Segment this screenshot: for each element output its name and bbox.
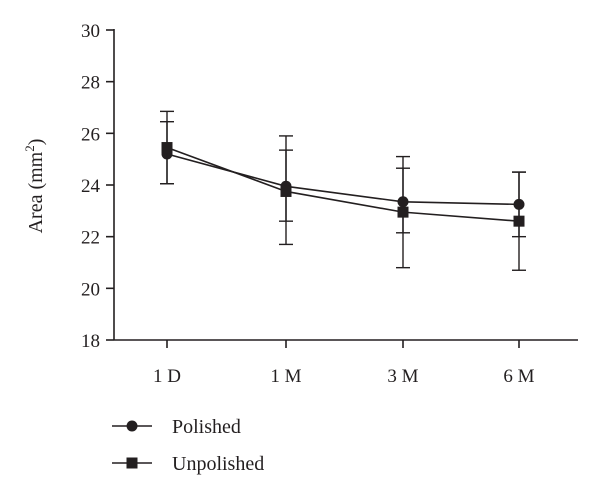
data-point-square [513,215,525,227]
legend-label: Polished [172,416,241,438]
y-tick-label: 30 [81,21,100,42]
data-point-square [161,142,173,154]
x-tick-label: 1 M [270,366,301,387]
legend-item-unpolished: Unpolished [112,453,264,475]
y-axis-title-superscript: 2 [22,145,37,152]
x-tick-label: 6 M [503,366,534,387]
series-line [166,153,520,206]
y-tick-label: 24 [81,176,101,197]
y-axis-title: Area (mm2) [22,139,47,234]
y-tick-label: 26 [81,124,100,145]
legend-item-polished: Polished [112,416,241,438]
series-polished [160,121,526,238]
data-point-square [280,185,292,197]
series-line [166,146,520,222]
y-axis-ticks: 18 20 22 24 26 28 30 [81,21,114,352]
x-tick-label: 1 D [153,366,181,387]
y-tick-label: 22 [81,228,100,249]
y-tick-label: 18 [81,331,100,352]
legend-marker-square [126,457,138,469]
y-axis-title-text: Area (mm [25,151,47,233]
y-tick-label: 20 [81,279,100,300]
legend-marker-circle [126,420,138,432]
series-unpolished [160,110,526,271]
legend-label: Unpolished [172,453,264,475]
axes [113,29,578,341]
x-tick-label: 3 M [387,366,418,387]
data-point-square [397,206,409,218]
y-axis-title-close: ) [25,139,47,146]
legend: Polished Unpolished [112,416,264,475]
x-axis-ticks: 1 D 1 M 3 M 6 M [153,340,535,387]
y-tick-label: 28 [81,73,100,94]
series-layer [160,110,526,271]
